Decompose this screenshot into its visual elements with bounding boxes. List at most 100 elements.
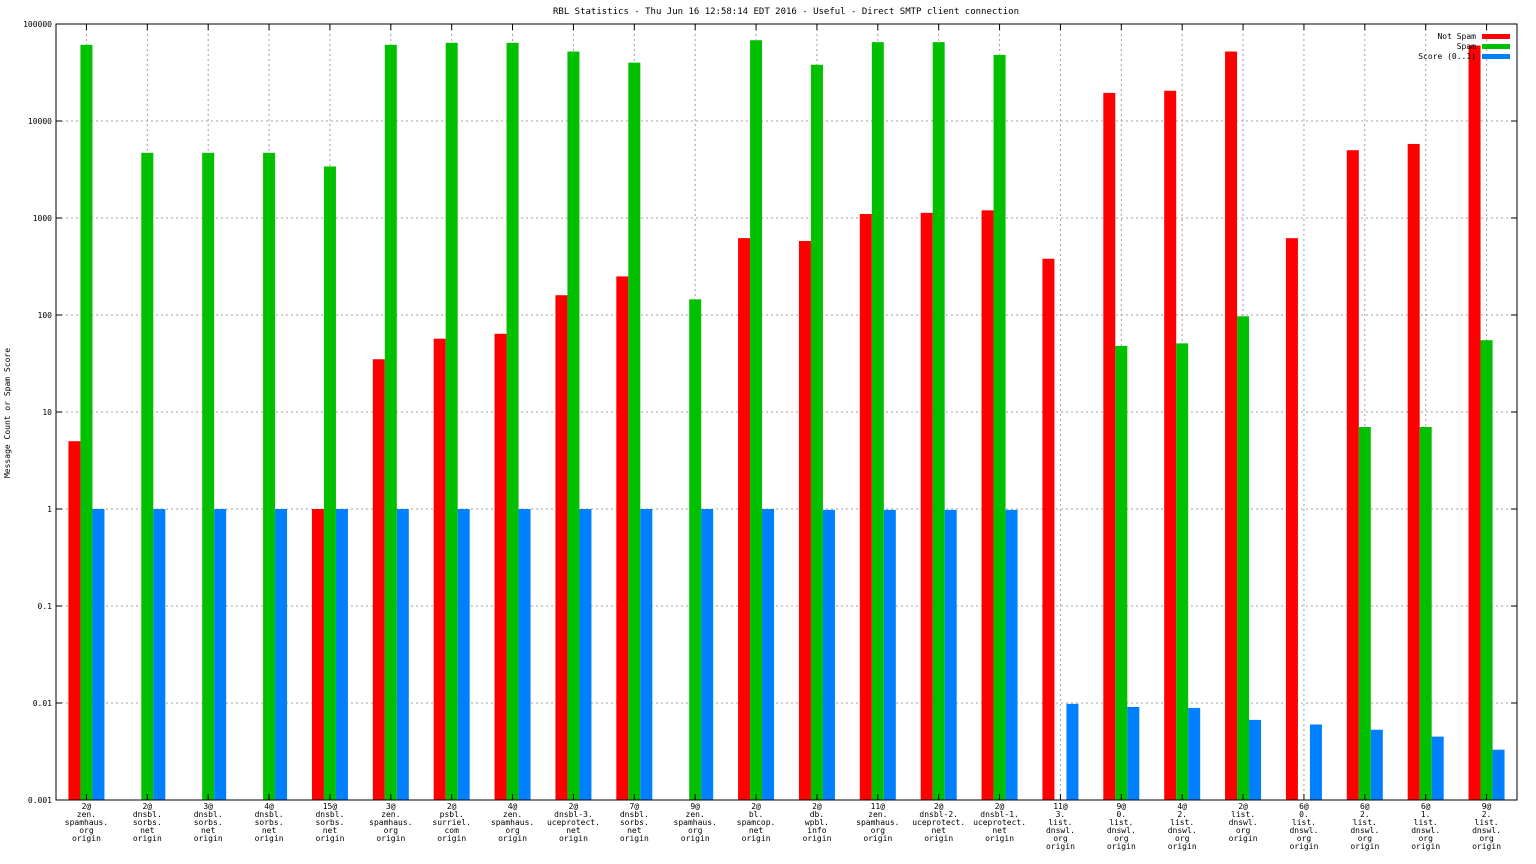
x-tick-label: dnsbl-3. [554, 810, 593, 819]
x-tick-label: list. [1231, 810, 1255, 819]
y-tick-label: 100000 [23, 20, 52, 29]
bar-score-0-1 [944, 509, 957, 800]
bar-spam [202, 152, 215, 800]
x-tick-label: uceprotect. [912, 818, 965, 827]
bar-spam [628, 62, 641, 801]
x-tick-label: net [140, 826, 155, 835]
bar-not-spam [920, 212, 933, 801]
bar-not-spam [1042, 258, 1055, 800]
x-tick-label: 2@ [82, 802, 92, 811]
x-tick-label: list. [1292, 818, 1316, 827]
bar-score-0-1 [1005, 509, 1018, 800]
x-tick-label: dnswl. [1229, 818, 1258, 827]
x-tick-label: 2@ [569, 802, 579, 811]
x-tick-label: origin [1107, 842, 1136, 851]
bar-not-spam [981, 210, 994, 801]
x-tick-label: 2@ [995, 802, 1005, 811]
x-tick-label: org [1236, 826, 1251, 835]
bar-score-0-1 [822, 509, 835, 800]
x-tick-label: 15@ [323, 802, 338, 811]
bar-score-0-1 [1127, 706, 1140, 800]
x-tick-label: origin [1350, 842, 1379, 851]
x-tick-label: net [201, 826, 216, 835]
bar-not-spam [494, 333, 507, 800]
bar-score-0-1 [1249, 719, 1262, 800]
x-tick-label: origin [1289, 842, 1318, 851]
bar-score-0-1 [275, 509, 288, 800]
bar-not-spam [433, 338, 446, 800]
x-tick-label: dnswl. [1472, 826, 1501, 835]
bar-spam [993, 54, 1006, 800]
x-tick-label: list. [1414, 818, 1438, 827]
x-tick-label: 1. [1421, 810, 1431, 819]
x-tick-label: 9@ [1482, 802, 1492, 811]
bar-score-0-1 [762, 509, 775, 800]
x-tick-label: org [1053, 834, 1068, 843]
x-tick-label: 2@ [751, 802, 761, 811]
x-tick-label: uceprotect. [547, 818, 600, 827]
x-tick-label: net [749, 826, 764, 835]
bar-spam [810, 64, 823, 801]
x-tick-label: origin [802, 834, 831, 843]
x-tick-label: 9@ [690, 802, 700, 811]
x-tick-label: origin [1046, 842, 1075, 851]
x-tick-label: net [566, 826, 581, 835]
bar-score-0-1 [1066, 703, 1079, 800]
x-tick-label: origin [924, 834, 953, 843]
x-tick-label: zen. [686, 810, 705, 819]
bar-score-0-1 [1431, 736, 1444, 800]
bar-spam [506, 42, 519, 801]
x-tick-label: dnsbl. [315, 810, 344, 819]
x-tick-label: com [444, 826, 459, 835]
x-tick-label: sorbs. [133, 818, 162, 827]
legend-swatch [1482, 54, 1510, 59]
bar-spam [689, 299, 702, 800]
y-axis-label: Message Count or Spam Score [3, 348, 12, 478]
bar-spam [1176, 343, 1189, 800]
y-tick-label: 10 [42, 408, 52, 417]
x-tick-label: origin [1411, 842, 1440, 851]
bar-spam [1358, 427, 1371, 800]
x-tick-label: net [992, 826, 1007, 835]
y-axis-ticks: 0.001 0.01 0.1 1 10 100 1000 10000 100000 [23, 20, 1517, 805]
x-tick-label: 2@ [1238, 802, 1248, 811]
x-tick-label: list. [1353, 818, 1377, 827]
bar-not-spam [555, 295, 568, 800]
x-tick-label: psbl. [440, 810, 464, 819]
x-tick-label: org [688, 826, 703, 835]
bar-not-spam [1407, 143, 1420, 800]
x-tick-label: dnswl. [1350, 826, 1379, 835]
bar-score-0-1 [335, 509, 348, 800]
x-tick-label: dnswl. [1289, 826, 1318, 835]
bars [68, 40, 1505, 801]
x-tick-label: org [1358, 834, 1373, 843]
legend-swatch [1482, 44, 1510, 49]
x-tick-label: 2. [1482, 810, 1492, 819]
x-tick-label: net [931, 826, 946, 835]
bar-score-0-1 [153, 509, 166, 800]
bar-spam [1237, 316, 1250, 800]
y-tick-label: 0.01 [33, 699, 52, 708]
x-tick-label: origin [620, 834, 649, 843]
x-tick-label: origin [1472, 842, 1501, 851]
x-tick-label: 4@ [264, 802, 274, 811]
x-tick-label: origin [194, 834, 223, 843]
x-tick-label: 6@ [1421, 802, 1431, 811]
x-tick-label: 2@ [142, 802, 152, 811]
bar-spam [1419, 427, 1432, 800]
x-tick-label: spamhaus. [65, 818, 108, 827]
bar-not-spam [372, 359, 385, 800]
bar-spam [80, 44, 93, 801]
bar-score-0-1 [579, 509, 592, 800]
x-tick-label: origin [72, 834, 101, 843]
x-tick-label: zen. [868, 810, 887, 819]
x-tick-label: 6@ [1299, 802, 1309, 811]
x-tick-label: dnsbl. [133, 810, 162, 819]
bar-spam [750, 40, 763, 800]
x-tick-label: org [384, 826, 399, 835]
x-tick-label: 9@ [1116, 802, 1126, 811]
x-tick-label: 6@ [1360, 802, 1370, 811]
y-tick-label: 0.1 [38, 602, 53, 611]
bar-spam [445, 42, 458, 801]
bar-spam [323, 166, 336, 801]
